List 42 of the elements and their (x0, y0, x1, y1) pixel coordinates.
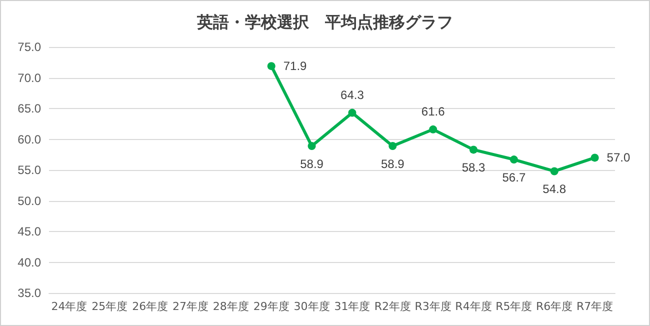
y-tick-label: 60.0 (18, 132, 42, 146)
point (510, 156, 518, 164)
data-label: 58.3 (462, 160, 486, 175)
point (308, 142, 316, 150)
point (388, 142, 397, 150)
point (267, 62, 276, 70)
point (550, 167, 558, 176)
y-tick-label: 35.0 (18, 286, 42, 300)
data-label: 58.9 (380, 157, 405, 172)
x-tick-label: 26年度 (132, 300, 168, 313)
x-tick-label: 29年度 (253, 300, 290, 313)
x-tick-label: 28年度 (212, 300, 249, 313)
data-label: 71.9 (283, 59, 308, 74)
x-tick-label: R6年度 (536, 300, 573, 313)
x-tick-label: 24年度 (51, 300, 88, 313)
y-tick-label: 65.0 (18, 102, 42, 116)
data-label: 64.3 (340, 88, 364, 102)
y-tick-label: 75.0 (18, 40, 42, 54)
x-tick-label: R3年度 (414, 300, 452, 313)
data-label: 61.6 (421, 104, 446, 118)
x-tick-label: R7年度 (576, 300, 614, 313)
y-tick-label: 55.0 (18, 163, 42, 177)
data-label: 58.9 (300, 157, 324, 172)
x-tick-label: R5年度 (496, 300, 532, 313)
x-tick-label: R2年度 (374, 300, 411, 313)
data-label: 54.8 (542, 182, 566, 196)
y-tick-label: 70.0 (18, 70, 42, 85)
x-tick-label: 25年度 (92, 300, 128, 313)
x-tick-label: 31年度 (334, 300, 370, 313)
point (429, 125, 438, 134)
point (470, 146, 478, 154)
x-tick-label: 27年度 (172, 300, 208, 313)
point (348, 108, 356, 117)
data-label: 57.0 (606, 150, 630, 165)
y-tick-label: 50.0 (18, 194, 42, 208)
x-tick-label: R4年度 (455, 300, 492, 313)
x-tick-label: 30年度 (294, 300, 330, 313)
chart-title: 英語・学校選択 平均点推移グラフ (196, 12, 453, 32)
y-tick-label: 45.0 (18, 224, 42, 238)
y-tick-label: 40.0 (18, 255, 42, 270)
point (590, 154, 599, 162)
data-label: 56.7 (502, 170, 526, 185)
